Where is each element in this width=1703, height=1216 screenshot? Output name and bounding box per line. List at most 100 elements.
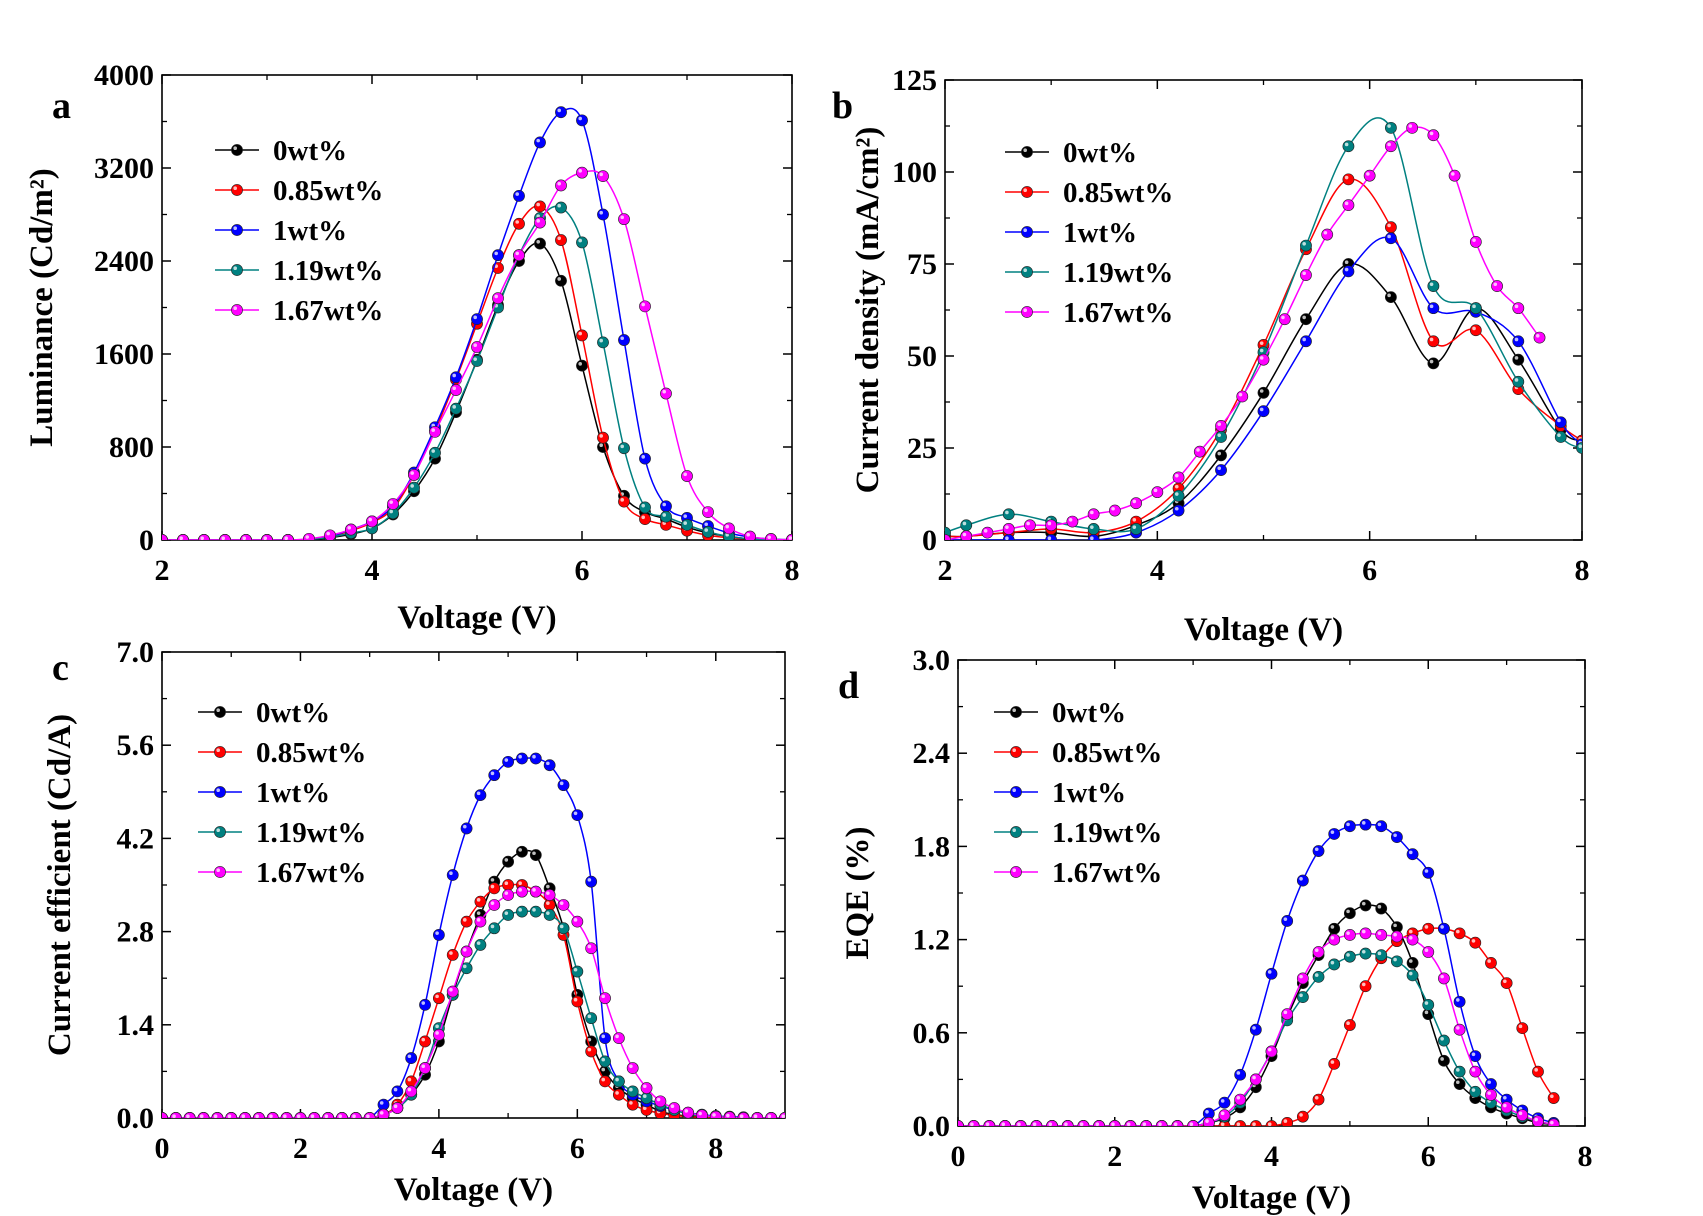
data-point	[1281, 1008, 1294, 1021]
data-point	[1385, 121, 1397, 134]
x-tick-label: 2	[938, 554, 953, 587]
legend-item: 0.85wt%	[198, 737, 366, 769]
data-point	[529, 905, 542, 918]
data-point	[639, 513, 651, 525]
data-point	[660, 510, 672, 523]
x-axis-label: Voltage (V)	[397, 600, 556, 636]
data-point	[626, 1085, 639, 1098]
data-point	[1296, 991, 1309, 1003]
legend-item: 0.85wt%	[1005, 177, 1173, 209]
y-tick-label: 4000	[94, 59, 154, 92]
data-point	[1512, 335, 1525, 348]
data-point	[349, 1112, 362, 1118]
legend-item: 1wt%	[198, 777, 330, 809]
data-point	[597, 170, 609, 183]
legend-item: 0wt%	[198, 697, 330, 729]
data-point	[474, 915, 487, 928]
data-point	[450, 384, 462, 396]
y-tick-label: 1.2	[913, 924, 951, 957]
data-point	[1422, 946, 1435, 958]
series-1_19wt	[945, 117, 1582, 539]
panel-c: 0 2 4 6 8 0.0 1.4 2.8 4.2 5.6 7.0 Voltage (V) Curren…	[42, 636, 786, 1208]
data-point	[1422, 998, 1435, 1011]
data-point	[626, 1062, 639, 1074]
x-tick-label: 0	[951, 1140, 966, 1173]
legend-label: 1.67wt%	[273, 295, 383, 327]
plot-frame	[944, 79, 1583, 541]
data-point	[557, 899, 570, 911]
data-point	[1172, 471, 1185, 484]
data-point	[639, 501, 651, 514]
legend-marker	[1021, 306, 1033, 318]
data-point	[1469, 1085, 1482, 1098]
data-point	[1045, 519, 1058, 532]
data-point	[322, 1112, 335, 1118]
legend-marker	[1010, 746, 1022, 758]
data-point	[1359, 980, 1372, 993]
data-point	[555, 179, 567, 192]
data-point	[1202, 1116, 1215, 1126]
data-point	[618, 442, 630, 455]
legend-item: 1.19wt%	[215, 255, 383, 287]
data-point	[419, 1062, 431, 1074]
y-tick-label: 25	[907, 432, 937, 465]
data-point	[1265, 1045, 1278, 1058]
y-tick-label: 0.0	[913, 1110, 951, 1143]
data-point	[1093, 1120, 1105, 1126]
x-tick-label: 2	[155, 554, 170, 587]
data-point	[1140, 1120, 1152, 1126]
data-point	[1453, 1065, 1466, 1078]
data-point	[1234, 1068, 1247, 1081]
data-point	[169, 1112, 182, 1118]
data-point	[211, 1112, 224, 1118]
data-point	[618, 213, 630, 226]
series-line	[958, 952, 1554, 1126]
data-point	[571, 995, 584, 1008]
x-tick-label: 8	[1575, 554, 1590, 587]
data-point	[1385, 140, 1397, 153]
data-point	[960, 530, 973, 540]
data-point	[1391, 930, 1403, 943]
data-point	[585, 1045, 598, 1058]
y-tick-label: 4.2	[117, 822, 155, 855]
data-point	[1343, 1019, 1356, 1031]
x-tick-label: 4	[431, 1132, 446, 1165]
data-point	[405, 1085, 418, 1098]
y-tick-label: 75	[907, 248, 937, 281]
plot-frame	[161, 74, 793, 541]
data-point	[471, 355, 483, 367]
series-line	[945, 126, 1541, 540]
y-tick-label: 0.0	[117, 1102, 155, 1135]
data-point	[377, 1098, 390, 1111]
legend-marker	[231, 224, 243, 236]
data-point	[429, 446, 441, 459]
x-tick-label: 2	[293, 1132, 308, 1165]
data-point	[1576, 442, 1582, 454]
data-point	[1491, 280, 1503, 292]
data-point	[282, 534, 294, 540]
data-point	[1406, 933, 1419, 946]
data-point	[1469, 936, 1482, 949]
data-point	[571, 965, 584, 978]
data-point	[324, 529, 336, 540]
series-1wt	[945, 232, 1582, 540]
data-point	[1453, 1078, 1466, 1090]
data-point	[1427, 335, 1440, 348]
data-point	[513, 249, 525, 262]
data-point	[1077, 1120, 1090, 1126]
legend-label: 1.67wt%	[256, 857, 366, 889]
data-point	[626, 1098, 639, 1111]
legend-marker	[231, 304, 243, 316]
data-point	[1249, 1023, 1262, 1036]
data-point	[1265, 1120, 1278, 1126]
series-1wt	[162, 752, 785, 1118]
x-axis-label: Voltage (V)	[1184, 612, 1343, 648]
data-point	[1438, 1054, 1450, 1067]
panel-a: 2 4 6 8 0 800 1600 2400 3200 4000 Voltage (V) Lumin…	[24, 59, 800, 636]
legend-item: 1.19wt%	[1005, 257, 1173, 289]
data-point	[419, 998, 431, 1011]
data-point	[543, 899, 556, 911]
data-point	[266, 1112, 279, 1118]
data-point	[1066, 515, 1079, 528]
data-point	[471, 341, 483, 353]
